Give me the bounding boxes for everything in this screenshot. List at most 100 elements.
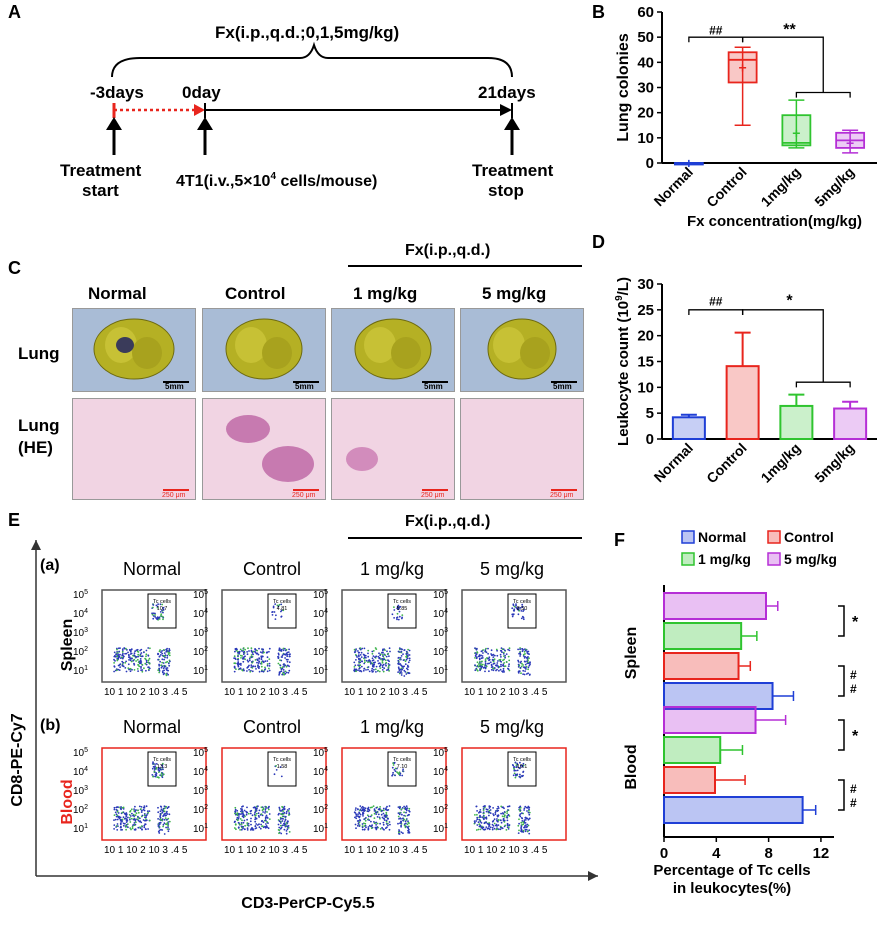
e-y-tick-label: 105 bbox=[433, 747, 448, 759]
e-event-dot bbox=[236, 809, 239, 812]
e-event-dot bbox=[157, 617, 160, 620]
he-texture: 250 μm bbox=[73, 399, 195, 499]
e-event-dot bbox=[159, 812, 162, 815]
e-event-dot bbox=[367, 828, 370, 831]
e-event-dot bbox=[252, 806, 255, 809]
e-group-label: Control bbox=[243, 717, 301, 737]
e-y-tick-label: 102 bbox=[193, 804, 208, 816]
e-event-dot bbox=[162, 649, 165, 651]
e-event-dot bbox=[504, 665, 507, 667]
e-event-dot bbox=[242, 649, 245, 652]
e-event-dot bbox=[500, 665, 502, 668]
e-event-dot bbox=[527, 830, 529, 833]
e-event-dot bbox=[167, 653, 170, 655]
e-event-dot bbox=[162, 815, 165, 817]
e-event-dot bbox=[161, 652, 164, 655]
e-event-dot bbox=[369, 661, 372, 663]
e-event-dot bbox=[246, 818, 249, 821]
e-event-dot bbox=[381, 664, 384, 667]
group-label-c-normal: Normal bbox=[88, 284, 147, 303]
e-event-dot bbox=[405, 656, 408, 659]
f-legend-swatch bbox=[767, 552, 781, 566]
e-event-dot bbox=[388, 828, 391, 831]
e-event-dot bbox=[373, 663, 376, 666]
e-event-dot bbox=[239, 648, 242, 651]
e-event-dot bbox=[153, 770, 156, 773]
e-event-dot bbox=[281, 824, 284, 827]
e-event-dot bbox=[400, 655, 403, 657]
e-event-dot bbox=[518, 652, 520, 655]
e-event-dot bbox=[380, 813, 383, 816]
e-event-dot bbox=[359, 654, 362, 656]
e-event-dot bbox=[131, 668, 133, 671]
e-event-dot bbox=[282, 647, 285, 650]
e-event-dot bbox=[519, 647, 521, 649]
e-event-dot bbox=[488, 670, 490, 673]
e-y-tick-label: 105 bbox=[313, 589, 328, 601]
e-event-dot bbox=[118, 669, 121, 671]
e-event-dot bbox=[237, 655, 239, 658]
e-event-dot bbox=[515, 606, 517, 609]
panel-label-c: C bbox=[8, 258, 21, 278]
e-event-dot bbox=[519, 805, 522, 808]
e-event-dot bbox=[133, 669, 136, 671]
d-bar bbox=[725, 365, 760, 440]
e-event-dot bbox=[115, 808, 118, 811]
e-event-dot bbox=[148, 657, 151, 660]
e-event-dot bbox=[168, 828, 170, 830]
scale-bar-he: 250 μm bbox=[162, 492, 186, 499]
e-event-dot bbox=[268, 647, 271, 650]
e-event-dot bbox=[496, 810, 499, 812]
e-event-dot bbox=[277, 823, 280, 826]
e-event-dot bbox=[383, 667, 386, 670]
e-event-dot bbox=[275, 765, 277, 767]
e-event-dot bbox=[260, 658, 263, 661]
e-event-dot bbox=[521, 764, 524, 767]
e-event-dot bbox=[356, 815, 359, 817]
e-event-dot bbox=[491, 828, 494, 831]
e-event-dot bbox=[234, 812, 236, 815]
e-event-dot bbox=[148, 810, 151, 812]
e-group-label: 1 mg/kg bbox=[360, 559, 424, 579]
d-x-tick-label: 1mg/kg bbox=[758, 440, 804, 486]
f-legend-swatch bbox=[767, 530, 781, 544]
e-event-dot bbox=[161, 809, 164, 812]
e-event-dot bbox=[236, 816, 239, 819]
e-event-dot bbox=[364, 819, 367, 822]
e-event-dot bbox=[369, 662, 372, 665]
e-event-dot bbox=[523, 673, 526, 676]
e-event-dot bbox=[280, 603, 283, 606]
e-event-dot bbox=[258, 660, 261, 663]
f-bar bbox=[663, 766, 716, 794]
e-event-dot bbox=[407, 661, 410, 664]
e-event-dot bbox=[159, 654, 162, 656]
e-event-dot bbox=[476, 824, 479, 826]
e-event-dot bbox=[116, 806, 118, 808]
e-event-dot bbox=[484, 658, 487, 660]
b-sig-bracket bbox=[741, 36, 824, 93]
e-event-dot bbox=[266, 663, 269, 665]
e-event-dot bbox=[134, 655, 137, 658]
e-event-dot bbox=[521, 650, 524, 653]
e-event-dot bbox=[361, 828, 364, 831]
e-event-dot bbox=[391, 766, 394, 769]
e-event-dot bbox=[125, 813, 128, 816]
e-event-dot bbox=[399, 817, 402, 819]
e-event-dot bbox=[113, 828, 115, 830]
f-sig-bracket bbox=[838, 779, 845, 811]
e-event-dot bbox=[377, 662, 380, 665]
e-event-dot bbox=[116, 659, 119, 661]
e-event-dot bbox=[273, 611, 276, 613]
e-event-dot bbox=[497, 820, 499, 823]
e-event-dot bbox=[486, 808, 489, 811]
e-event-dot bbox=[485, 647, 487, 650]
e-event-dot bbox=[167, 817, 170, 820]
panel-label-a: A bbox=[8, 2, 21, 22]
e-event-dot bbox=[480, 657, 483, 660]
f-legend-label: 1 mg/kg bbox=[698, 551, 751, 567]
e-y-tick-label: 101 bbox=[73, 665, 88, 677]
e-event-dot bbox=[403, 811, 405, 814]
e-event-dot bbox=[511, 613, 514, 616]
e-event-dot bbox=[502, 653, 505, 655]
e-event-dot bbox=[371, 667, 374, 670]
